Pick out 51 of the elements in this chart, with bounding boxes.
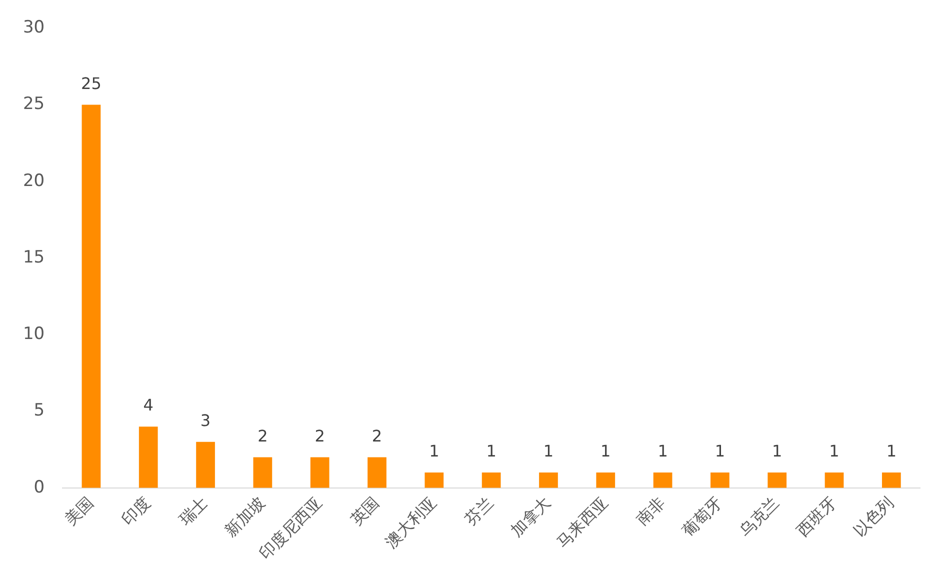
data-label: 1 — [714, 442, 726, 461]
bar — [824, 472, 844, 488]
bar — [196, 442, 215, 488]
bar — [596, 472, 616, 488]
x-tick-label: 美国 — [60, 492, 97, 530]
x-tick-label: 瑞士 — [175, 492, 212, 530]
data-label: 1 — [543, 442, 554, 461]
y-tick-label: 0 — [34, 477, 45, 498]
bar — [253, 457, 272, 488]
x-tick-label: 芬兰 — [461, 492, 498, 530]
bar — [482, 472, 501, 488]
x-tick-label: 以色列 — [850, 492, 898, 540]
bar — [368, 457, 386, 488]
data-label: 3 — [200, 411, 211, 430]
y-tick-label: 25 — [22, 94, 45, 114]
x-tick-label: 南非 — [632, 492, 669, 530]
x-tick-label: 马来西亚 — [552, 492, 612, 552]
y-tick-label: 5 — [34, 400, 45, 421]
bar — [710, 472, 730, 488]
data-label: 25 — [81, 74, 102, 93]
x-tick-label: 葡萄牙 — [678, 492, 726, 540]
data-label: 1 — [829, 442, 840, 461]
x-tick-label: 西班牙 — [792, 492, 840, 540]
x-tick-label: 新加坡 — [221, 492, 268, 540]
y-tick-label: 10 — [22, 324, 45, 344]
bar — [424, 472, 444, 488]
bar — [882, 472, 901, 488]
x-tick-label: 英国 — [346, 492, 383, 530]
bar — [768, 472, 787, 488]
data-label: 2 — [258, 426, 268, 446]
data-label: 2 — [314, 426, 325, 446]
data-label: 1 — [772, 442, 782, 461]
bar — [138, 426, 158, 488]
bar — [539, 472, 558, 488]
x-tick-label: 印度 — [118, 492, 154, 530]
x-tick-label: 乌克兰 — [735, 492, 783, 540]
data-label: 1 — [486, 442, 496, 461]
y-tick-label: 15 — [22, 247, 45, 268]
bar — [82, 104, 101, 488]
data-label: 2 — [372, 426, 382, 446]
bar — [310, 457, 330, 488]
y-tick-label: 20 — [22, 170, 45, 191]
data-label: 1 — [658, 442, 668, 461]
data-label: 1 — [429, 442, 440, 461]
data-label: 1 — [886, 442, 897, 461]
x-tick-label: 加拿大 — [506, 492, 554, 540]
bar — [653, 472, 672, 488]
y-tick-label: 30 — [22, 18, 45, 38]
data-label: 4 — [143, 396, 154, 415]
data-label: 1 — [600, 442, 611, 461]
x-tick-label: 澳大利亚 — [381, 492, 440, 552]
